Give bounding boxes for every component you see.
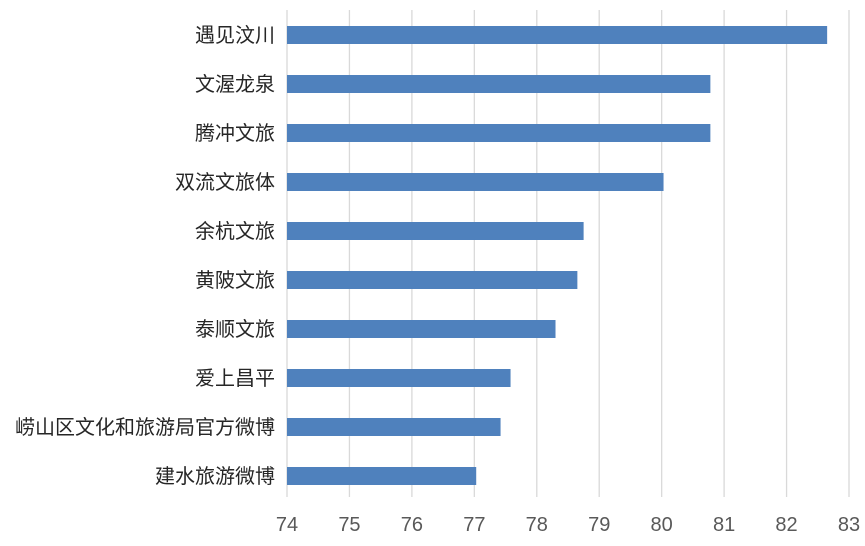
category-label: 爱上昌平 xyxy=(195,366,275,390)
x-tick-label: 77 xyxy=(463,514,485,536)
category-label: 崂山区文化和旅游局官方微博 xyxy=(15,415,275,439)
x-tick-label: 75 xyxy=(338,514,360,536)
x-tick-label: 78 xyxy=(526,514,548,536)
bar-5 xyxy=(287,271,578,289)
bar-8 xyxy=(287,418,501,436)
category-label: 腾冲文旅 xyxy=(195,121,275,145)
x-tick-label: 82 xyxy=(775,514,797,536)
bar-3 xyxy=(287,173,664,191)
category-label: 泰顺文旅 xyxy=(195,317,275,341)
bar-4 xyxy=(287,222,584,240)
x-axis-tick-labels: 74 75 76 77 78 79 80 81 82 83 xyxy=(276,514,860,536)
bar-1 xyxy=(287,75,711,93)
x-tick-label: 79 xyxy=(588,514,610,536)
category-label: 文渥龙泉 xyxy=(195,72,275,96)
bar-7 xyxy=(287,369,511,387)
bar-9 xyxy=(287,467,477,485)
x-tick-label: 83 xyxy=(838,514,860,536)
category-label: 遇见汶川 xyxy=(195,23,275,47)
category-labels: 遇见汶川文渥龙泉腾冲文旅双流文旅体余杭文旅黄陂文旅泰顺文旅爱上昌平崂山区文化和旅… xyxy=(15,23,275,488)
x-tick-label: 76 xyxy=(401,514,423,536)
x-tick-label: 81 xyxy=(713,514,735,536)
category-label: 余杭文旅 xyxy=(195,219,275,243)
x-tick-label: 74 xyxy=(276,514,298,536)
bar-0 xyxy=(287,26,828,44)
bar-6 xyxy=(287,320,556,338)
x-tick-label: 80 xyxy=(651,514,673,536)
category-label: 双流文旅体 xyxy=(175,170,275,194)
bar-2 xyxy=(287,124,711,142)
bars xyxy=(287,26,828,485)
category-label: 建水旅游微博 xyxy=(155,464,275,488)
category-label: 黄陂文旅 xyxy=(195,268,275,292)
